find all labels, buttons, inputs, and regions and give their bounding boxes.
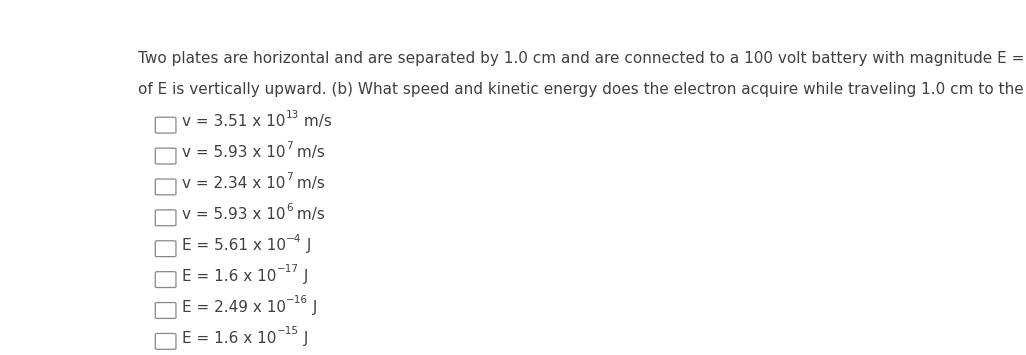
Text: v = 5.93 x 10: v = 5.93 x 10 (183, 145, 286, 160)
Text: of E is vertically upward. (b) What speed and kinetic energy does the electron a: of E is vertically upward. (b) What spee… (137, 82, 1026, 97)
Text: 7: 7 (285, 172, 292, 182)
Text: 7: 7 (286, 141, 292, 151)
Text: v = 2.34 x 10: v = 2.34 x 10 (183, 176, 285, 191)
Text: J: J (309, 300, 318, 315)
Text: −4: −4 (286, 234, 302, 244)
Text: v = 5.93 x 10: v = 5.93 x 10 (183, 207, 286, 222)
Text: Two plates are horizontal and are separated by 1.0 cm and are connected to a 100: Two plates are horizontal and are separa… (137, 51, 1026, 66)
Text: E = 5.61 x 10: E = 5.61 x 10 (183, 238, 286, 253)
Text: −17: −17 (277, 264, 299, 274)
Text: E = 2.49 x 10: E = 2.49 x 10 (183, 300, 286, 315)
Text: −16: −16 (286, 295, 309, 305)
Text: v = 3.51 x 10: v = 3.51 x 10 (183, 114, 285, 129)
Text: E = 1.6 x 10: E = 1.6 x 10 (183, 331, 277, 345)
Text: 6: 6 (286, 203, 292, 213)
FancyBboxPatch shape (155, 333, 176, 349)
FancyBboxPatch shape (155, 241, 176, 257)
Text: m/s: m/s (292, 207, 325, 222)
Text: −15: −15 (277, 326, 299, 336)
Text: m/s: m/s (299, 114, 331, 129)
Text: E = 1.6 x 10: E = 1.6 x 10 (183, 269, 277, 284)
FancyBboxPatch shape (155, 302, 176, 318)
FancyBboxPatch shape (155, 117, 176, 133)
Text: m/s: m/s (292, 176, 325, 191)
FancyBboxPatch shape (155, 210, 176, 226)
Text: 13: 13 (285, 110, 299, 120)
Text: J: J (299, 331, 308, 345)
Text: J: J (299, 269, 308, 284)
FancyBboxPatch shape (155, 148, 176, 164)
FancyBboxPatch shape (155, 272, 176, 288)
Text: J: J (302, 238, 311, 253)
Text: m/s: m/s (292, 145, 325, 160)
FancyBboxPatch shape (155, 179, 176, 195)
